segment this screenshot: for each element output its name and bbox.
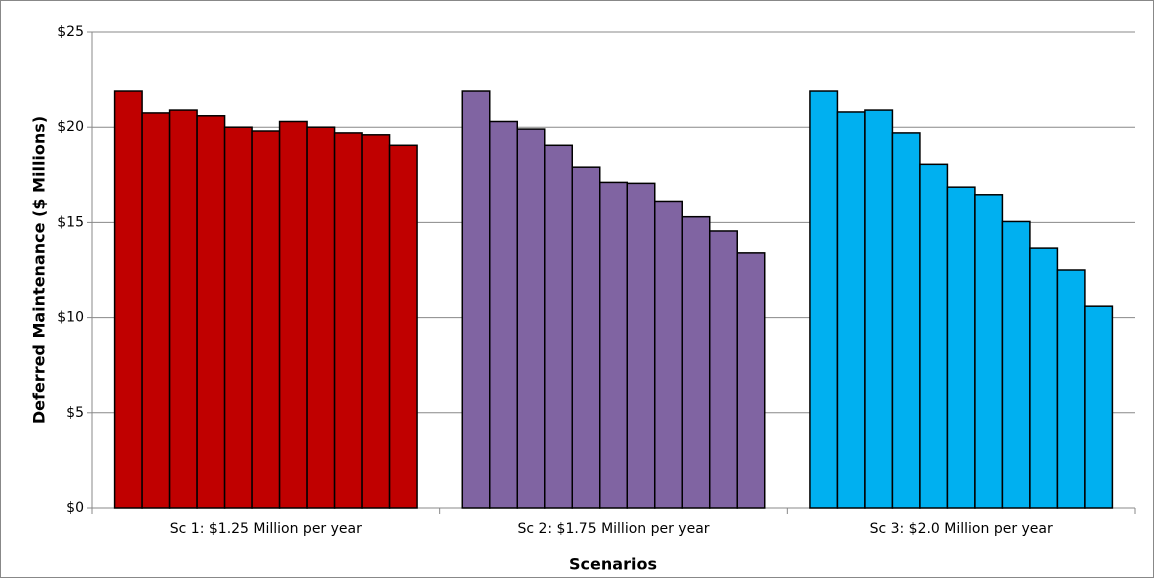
bar bbox=[544, 144, 574, 509]
y-tick-label: $0 bbox=[66, 500, 84, 516]
x-tick-label: Sc 3: $2.0 Million per year bbox=[870, 521, 1053, 537]
bar bbox=[653, 200, 683, 509]
bar bbox=[1029, 247, 1059, 509]
bar bbox=[681, 215, 711, 509]
bar bbox=[196, 115, 226, 509]
bar bbox=[461, 90, 491, 509]
bar bbox=[919, 163, 949, 509]
bar bbox=[516, 128, 546, 509]
bar bbox=[836, 111, 866, 509]
bar bbox=[1084, 305, 1114, 509]
y-tick-label: $5 bbox=[66, 405, 84, 421]
bar bbox=[1056, 269, 1086, 509]
bar bbox=[891, 132, 921, 509]
y-tick-label: $10 bbox=[57, 310, 84, 326]
bar bbox=[223, 126, 253, 509]
y-tick-label: $25 bbox=[57, 24, 84, 40]
bar bbox=[278, 120, 308, 509]
bar bbox=[599, 181, 628, 509]
x-tick-label: Sc 1: $1.25 Million per year bbox=[170, 521, 362, 537]
y-tick-label: $15 bbox=[57, 214, 84, 230]
bar bbox=[141, 112, 171, 509]
bar bbox=[946, 186, 976, 509]
bar bbox=[571, 166, 601, 509]
bar bbox=[388, 144, 418, 509]
bar bbox=[736, 252, 766, 509]
y-axis-title: Deferred Maintenance ($ Millions) bbox=[30, 116, 49, 424]
bar bbox=[708, 230, 738, 509]
bar bbox=[974, 194, 1004, 509]
bar bbox=[489, 120, 519, 509]
bar bbox=[113, 90, 143, 509]
bar bbox=[251, 130, 281, 509]
bar bbox=[306, 126, 336, 509]
x-tick-label: Sc 2: $1.75 Million per year bbox=[517, 521, 709, 537]
bar bbox=[1001, 220, 1031, 509]
bar bbox=[809, 90, 839, 509]
bar bbox=[361, 134, 391, 509]
x-axis-title: Scenarios bbox=[569, 555, 657, 574]
bar bbox=[333, 132, 363, 509]
bar bbox=[168, 109, 198, 509]
bar bbox=[626, 182, 656, 509]
y-tick-label: $20 bbox=[57, 119, 84, 135]
bar bbox=[864, 109, 894, 509]
